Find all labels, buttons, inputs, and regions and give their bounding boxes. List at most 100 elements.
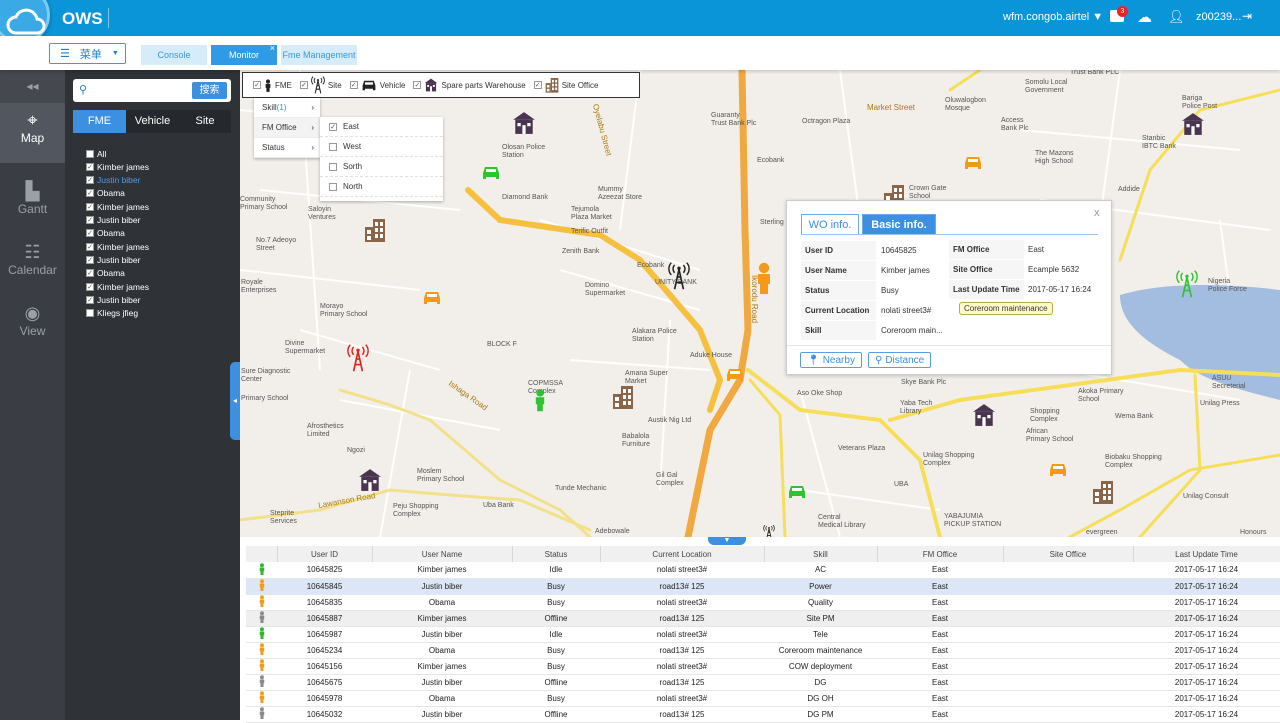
layer-warehouse[interactable]: ✓ Spare parts Warehouse [413,78,526,92]
table-row[interactable]: 10645675 Justin biber Offline road13# 125 DG… [246,674,1280,691]
checkbox[interactable]: ✓ [86,255,94,264]
fme-list-item[interactable]: ✓ Kimber james [86,280,149,293]
site-tower-marker[interactable] [668,260,690,292]
layer-vehicle[interactable]: ✓ Vehicle [349,79,405,92]
option-sorth[interactable]: Sorth [320,157,443,177]
menu-item-status[interactable]: Status › [254,138,320,158]
table-row[interactable]: 10645835 Obama Busy nolati street3# Quality E… [246,594,1280,611]
menu-item-skill[interactable]: Skill(1) › [254,98,320,118]
panel-toggle-handle[interactable]: ◂ [230,362,240,440]
checkbox[interactable]: ✓ [413,81,422,89]
checkbox[interactable]: ✓ [86,229,94,238]
layer-site[interactable]: ✓ Site [299,76,342,94]
nav-item-view[interactable]: ◉ View [0,296,65,356]
checkbox[interactable]: ✓ [86,216,94,224]
checkbox[interactable]: ✓ [86,282,94,291]
checkbox[interactable]: ✓ [329,122,337,131]
table-row[interactable]: 10645978 Obama Busy nolati street3# DG OH Eas… [246,690,1280,707]
domain-selector[interactable]: wfm.congob.airtel ▼ [1003,11,1103,23]
warehouse-marker[interactable] [512,111,536,135]
checkbox[interactable] [86,149,94,158]
column-header[interactable]: Skill [764,546,878,562]
search-input[interactable] [93,82,189,99]
fme-list-item[interactable]: ✓ Justin biber [86,214,140,227]
site-tower-marker-ok[interactable] [1176,268,1198,300]
user-icon[interactable]: 👤︎ [1168,9,1185,24]
checkbox[interactable]: ✓ [86,189,94,198]
site-office-marker[interactable] [612,385,634,409]
distance-button[interactable]: ⚲ Distance [868,352,932,368]
option-east[interactable]: ✓ East [320,117,443,137]
tab-site[interactable]: Site [195,115,215,127]
username[interactable]: z00239... [1196,11,1242,23]
checkbox[interactable]: ✓ [299,81,308,89]
tab-basic-info[interactable]: Basic info. [862,214,936,234]
tab-console[interactable]: Console [141,45,207,65]
checkbox[interactable]: ✓ [86,202,94,211]
column-header[interactable]: User Name [372,546,513,562]
nav-item-map[interactable]: ⌖ Map [0,103,65,163]
vehicle-marker-busy[interactable] [963,154,983,172]
vehicle-marker-idle[interactable] [481,164,501,182]
layer-fme[interactable]: ✓ FME [253,79,292,92]
option-north[interactable]: North [320,177,443,197]
fme-list-item[interactable]: ✓ Obama [86,227,125,240]
close-tab-icon[interactable]: × [269,43,275,53]
checkbox[interactable]: ✓ [533,81,542,89]
table-row[interactable]: 10645845 Justin biber Busy road13# 125 Power… [246,578,1280,595]
vehicle-marker-busy[interactable] [725,366,745,384]
checkbox[interactable] [86,309,94,318]
checkbox[interactable]: ✓ [349,81,358,89]
fme-list-item[interactable]: ✓ Kimber james [86,160,149,173]
nearby-button[interactable]: 📍︎ Nearby [800,352,862,368]
close-icon[interactable]: x [1094,207,1100,219]
column-header[interactable] [246,546,278,562]
site-tower-marker[interactable] [758,525,780,537]
fme-list-item[interactable]: ✓ Justin biber [86,174,140,187]
fme-list-item[interactable]: ✓ Justin biber [86,293,140,306]
checkbox[interactable]: ✓ [86,242,94,251]
logout-icon[interactable]: ⇥ [1242,9,1253,23]
column-header[interactable]: Last Update Time [1133,546,1280,562]
tab-wo-info[interactable]: WO info. [801,214,859,234]
column-header[interactable]: Site Office [1003,546,1134,562]
search-button[interactable]: 搜索 [192,82,227,99]
menu-button[interactable]: ☰ 菜单 ▼ [49,43,126,64]
fme-list-item[interactable]: ✓ Obama [86,267,125,280]
checkbox[interactable]: ✓ [86,162,94,171]
column-header[interactable]: Status [512,546,601,562]
table-row[interactable]: 10645987 Justin biber Idle nolati street3# T… [246,626,1280,643]
map-view[interactable]: Market Street Oluwalogbon Mosque Octragon … [240,70,1280,537]
tab-fme-management[interactable]: Fme Management [281,45,357,65]
option-west[interactable]: West [320,137,443,157]
fme-list-item[interactable]: All [86,147,106,160]
checkbox[interactable] [329,162,337,171]
column-header[interactable]: Current Location [600,546,765,562]
layer-site-office[interactable]: ✓ Site Office [533,77,598,93]
site-tower-marker-alarm[interactable] [347,342,369,374]
table-row[interactable]: 10645825 Kimber james Idle nolati street3# A… [246,562,1280,579]
warehouse-marker[interactable] [358,468,382,492]
site-office-marker[interactable] [364,218,386,242]
site-office-marker[interactable] [1092,480,1114,504]
vehicle-marker-idle[interactable] [787,483,807,501]
tab-vehicle[interactable]: Vehicle [134,115,171,127]
fme-list-item[interactable]: Kliegs jfieg [86,307,138,320]
column-header[interactable]: User ID [277,546,373,562]
checkbox[interactable] [329,182,337,191]
checkbox[interactable] [329,142,337,151]
tab-monitor[interactable]: Monitor × [211,43,277,65]
table-row[interactable]: 10645234 Obama Busy road13# 125 Coreroom mai… [246,642,1280,659]
menu-item-fm-office[interactable]: FM Office › [254,118,320,138]
fme-list-item[interactable]: ✓ Obama [86,187,125,200]
checkbox[interactable]: ✓ [253,81,261,89]
collapse-table-button[interactable]: ▼ [708,537,746,545]
fme-list-item[interactable]: ✓ Kimber james [86,240,149,253]
table-row[interactable]: 10645887 Kimber james Offline road13# 125 Si… [246,610,1280,627]
warehouse-marker[interactable] [972,403,996,427]
checkbox[interactable]: ✓ [86,176,94,185]
table-row[interactable]: 10645156 Kimber james Busy nolati street3# C… [246,658,1280,675]
vehicle-marker-busy[interactable] [422,289,442,307]
fme-list-item[interactable]: ✓ Kimber james [86,200,149,213]
fme-list-item[interactable]: ✓ Justin biber [86,253,140,266]
